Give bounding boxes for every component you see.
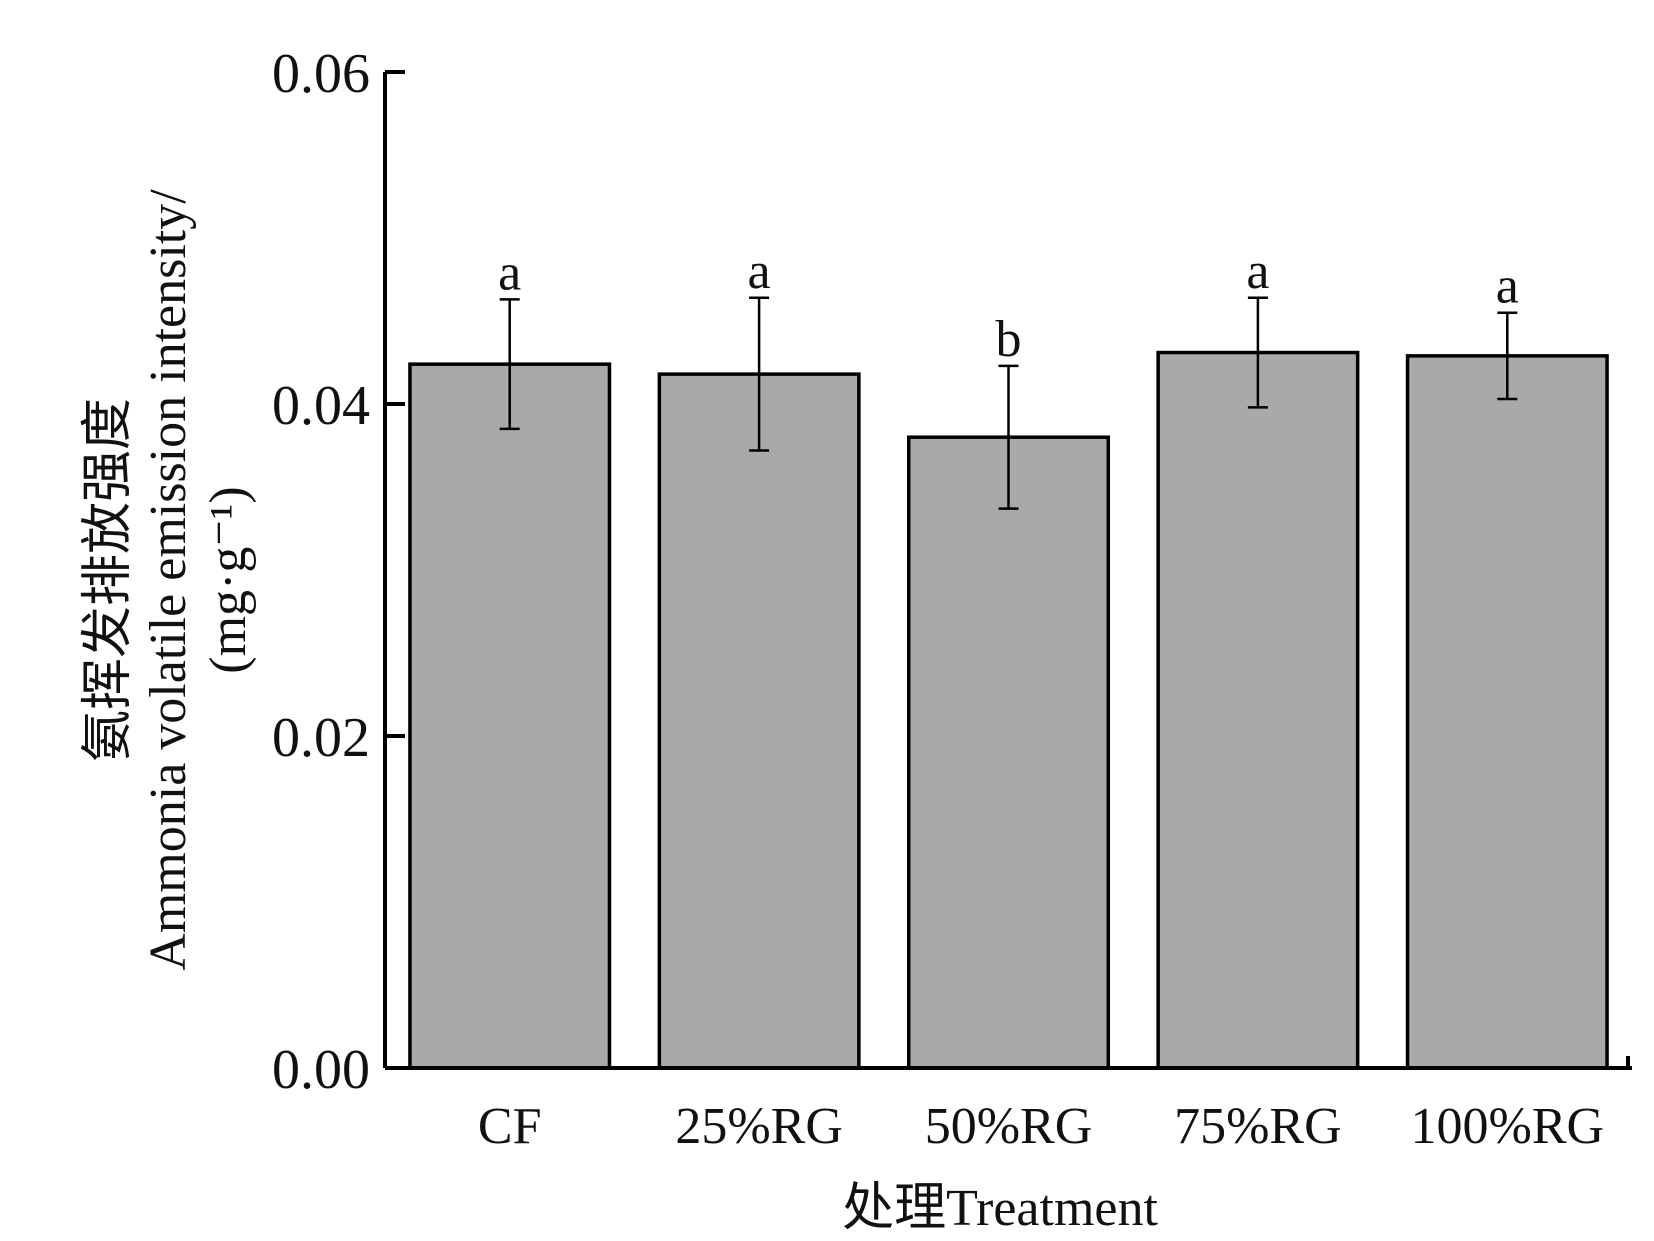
y-tick-label: 0.04 xyxy=(272,375,370,437)
y-tick-label: 0.06 xyxy=(272,43,370,105)
y-axis-title-line-3: (mg·g⁻¹) xyxy=(200,486,257,673)
x-tick-label: 100%RG xyxy=(1411,1098,1605,1155)
significance-label: a xyxy=(1496,258,1519,315)
y-tick-label: 0.00 xyxy=(272,1039,370,1101)
x-tick-label: 75%RG xyxy=(1174,1098,1342,1155)
significance-label: b xyxy=(996,311,1022,368)
y-axis-title: 氨挥发排放强度 Ammonia volatile emission intens… xyxy=(80,189,257,971)
bar xyxy=(657,372,861,1070)
y-tick-label: 0.02 xyxy=(272,707,370,769)
significance-label: a xyxy=(498,244,521,301)
y-axis-title-line-1: 氨挥发排放强度 xyxy=(80,398,137,762)
plot-area: a CF a 25%RG b 50%RG a 75%RG a 100%RG 0.00 0.02 0.04… xyxy=(272,43,1632,1155)
bar xyxy=(408,362,612,1070)
significance-label: a xyxy=(1246,243,1269,300)
x-tick-label: CF xyxy=(478,1098,542,1155)
significance-label: a xyxy=(748,243,771,300)
x-tick-label: 50%RG xyxy=(925,1098,1093,1155)
y-axis-title-line-2: Ammonia volatile emission intensity/ xyxy=(140,189,197,971)
bar xyxy=(906,435,1111,1070)
x-axis-title: 处理Treatment xyxy=(842,1180,1158,1237)
bar xyxy=(1405,354,1609,1070)
x-tick-label: 25%RG xyxy=(675,1098,843,1155)
bar xyxy=(1156,350,1360,1070)
